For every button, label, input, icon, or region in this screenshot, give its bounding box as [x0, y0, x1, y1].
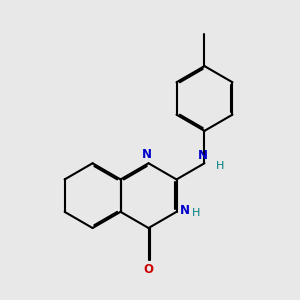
Text: O: O: [143, 263, 154, 276]
Text: H: H: [192, 208, 200, 218]
Text: H: H: [216, 160, 224, 171]
Text: N: N: [198, 149, 208, 162]
Text: N: N: [180, 204, 190, 217]
Text: N: N: [142, 148, 152, 161]
